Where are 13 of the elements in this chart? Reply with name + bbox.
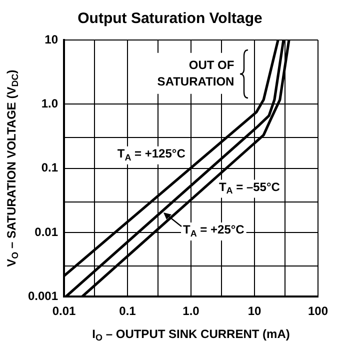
y-axis-title: VO – SATURATION VOLTAGE (VDC) xyxy=(4,70,20,267)
x-tick-label: 0.1 xyxy=(119,304,136,318)
x-tick-label: 0.01 xyxy=(52,304,76,318)
annotation: OUT OF SATURATION xyxy=(157,58,234,89)
y-tick-label: 1.0 xyxy=(41,96,58,110)
x-tick-label: 100 xyxy=(308,304,328,318)
y-tick-label: 0.1 xyxy=(41,160,58,175)
y-tick-label: 10 xyxy=(44,32,58,46)
y-tick-label: 0.001 xyxy=(28,288,58,303)
x-tick-label: 1.0 xyxy=(182,304,200,318)
chart-title: Output Saturation Voltage xyxy=(78,10,262,28)
y-tick-label: 0.01 xyxy=(34,224,58,239)
x-tick-label: 10 xyxy=(248,304,262,318)
